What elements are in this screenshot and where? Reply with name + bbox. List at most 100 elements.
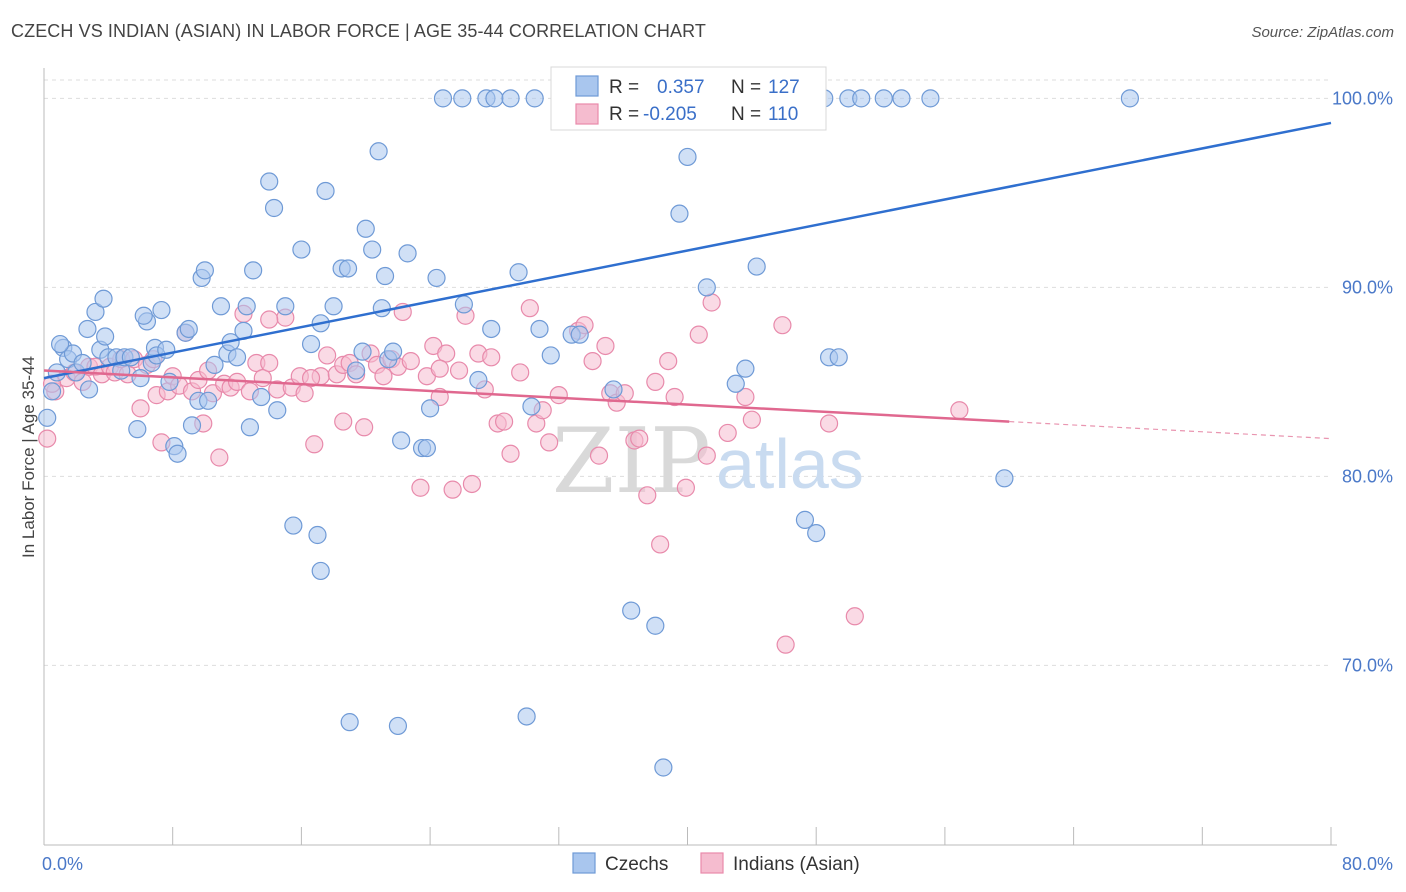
indian-point [38, 429, 57, 448]
czech-point [388, 716, 408, 736]
czech-point [697, 278, 716, 297]
czech-point [205, 355, 224, 374]
chart-title: CZECH VS INDIAN (ASIAN) IN LABOR FORCE |… [11, 21, 706, 41]
czech-point [276, 297, 295, 316]
czech-point [338, 259, 358, 278]
indian-point [718, 423, 737, 443]
indian-point [511, 363, 530, 382]
czech-point [264, 198, 284, 218]
czech-point [829, 348, 848, 367]
czech-point [570, 325, 589, 344]
czech-point [522, 397, 541, 416]
czech-points [38, 89, 1140, 777]
czech-point [324, 297, 343, 316]
indian-point [334, 412, 353, 431]
czech-point [482, 319, 501, 339]
x-tick-label-min: 0.0% [42, 854, 83, 874]
legend-czechs-swatch [572, 852, 596, 874]
czech-point [541, 346, 560, 365]
indian-point [702, 293, 721, 312]
y-tick-labels: 70.0% 80.0% 90.0% 100.0% [1332, 88, 1393, 675]
czech-point [375, 266, 395, 286]
indian-point [736, 387, 755, 407]
czech-swatch [575, 75, 599, 97]
czech-point [284, 516, 303, 535]
czech-point [195, 261, 214, 280]
czech-point [244, 261, 263, 280]
czech-point [182, 416, 202, 435]
czech-point [86, 302, 105, 322]
czech-point [454, 295, 473, 314]
indian-point [253, 369, 272, 388]
y-tick-label: 70.0% [1342, 655, 1393, 675]
indian-trend-line [43, 369, 1010, 423]
indian-point [520, 299, 539, 318]
czech-point [469, 370, 488, 390]
czech-point [509, 263, 528, 282]
indian-point [131, 399, 150, 418]
czech-point [427, 268, 446, 288]
y-axis-label: In Labor Force | Age 35-44 [19, 356, 38, 558]
czech-point [252, 387, 271, 407]
trend-lines [43, 121, 1332, 440]
indian-point [773, 316, 792, 335]
czech-point [353, 342, 372, 361]
indian-point [501, 444, 520, 463]
indian-point [819, 414, 839, 433]
indian-point [210, 448, 229, 467]
indian-point [583, 351, 602, 371]
x-tick-labels: 0.0% 80.0% [42, 854, 1393, 874]
indian-point [665, 387, 684, 407]
czech-point [356, 219, 375, 238]
czech-point [94, 289, 113, 308]
indian-point [950, 401, 969, 420]
y-tick-label: 80.0% [1342, 466, 1393, 486]
indian-point [430, 359, 449, 378]
indian-swatch [575, 103, 599, 125]
czech-point [346, 361, 366, 380]
czech-point [726, 374, 745, 393]
series-legend: Czechs Indians (Asian) [572, 852, 860, 875]
czech-point [892, 89, 911, 108]
indian-point [697, 446, 716, 465]
stats-legend: R = 0.357 N = 127 R = -0.205 N = 110 [550, 66, 827, 131]
czech-point [237, 297, 256, 316]
indian-n-value: 110 [768, 104, 798, 125]
indian-r-label: R = [609, 104, 639, 125]
czech-n-label: N = [731, 77, 761, 98]
czech-point [604, 380, 623, 399]
czech-point [260, 172, 279, 191]
x-tick-label-max: 80.0% [1342, 854, 1393, 874]
indian-r-value: -0.205 [643, 104, 697, 125]
czech-r-label: R = [609, 77, 639, 98]
indian-trend-extension [1009, 420, 1332, 440]
czech-point [795, 510, 815, 529]
czech-point [50, 334, 70, 354]
indian-point [318, 346, 337, 365]
czech-point [316, 181, 335, 201]
czech-point [654, 758, 673, 777]
y-tick-label: 100.0% [1332, 88, 1393, 108]
czech-point [292, 240, 311, 259]
indian-point [630, 429, 649, 448]
czech-r-value: 0.357 [657, 77, 705, 98]
legend-indians-swatch [700, 852, 724, 874]
czech-point [398, 244, 417, 263]
indian-point [260, 353, 279, 373]
indian-point [651, 535, 670, 554]
czech-point [417, 438, 436, 458]
czech-point [134, 306, 153, 325]
indian-point [305, 435, 324, 454]
czech-point [96, 327, 115, 346]
czech-point [525, 89, 544, 108]
czech-point [372, 299, 391, 318]
indian-point [443, 480, 462, 499]
czech-point [622, 601, 641, 620]
czech-point [874, 89, 893, 108]
indian-point [596, 336, 615, 356]
indian-point [638, 486, 657, 505]
czech-point [807, 524, 826, 543]
indian-point [449, 361, 469, 380]
czech-point [268, 401, 287, 420]
indian-point [301, 369, 321, 388]
